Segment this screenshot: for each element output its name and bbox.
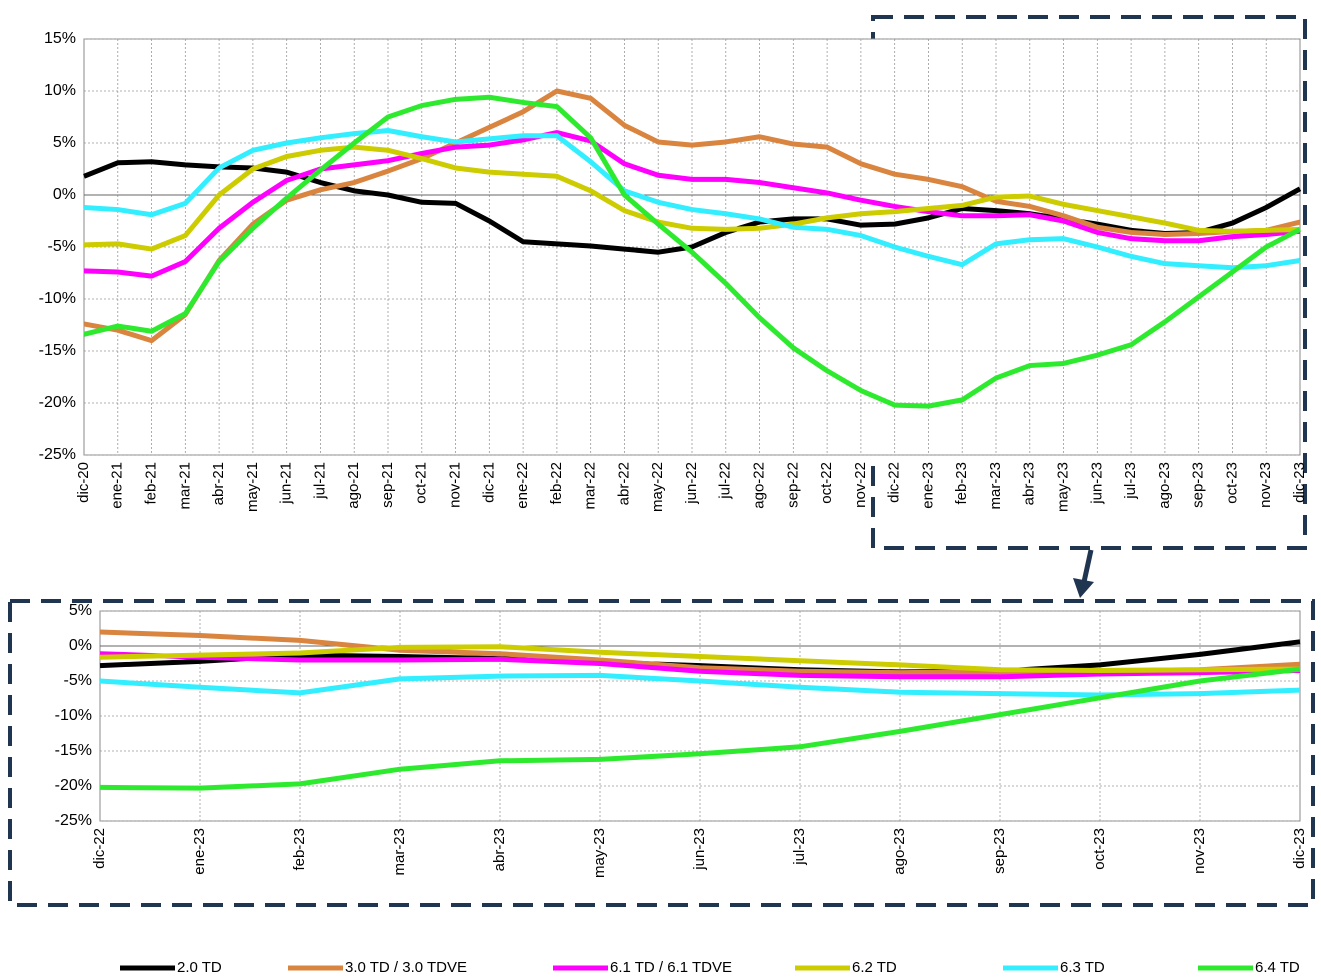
x-tick-label: mar-22 xyxy=(582,462,599,510)
legend-label: 3.0 TD / 3.0 TDVE xyxy=(345,959,467,976)
x-tick-label: may-23 xyxy=(591,828,608,878)
x-tick-label: nov-21 xyxy=(447,462,464,508)
y-tick-label: 0% xyxy=(69,637,92,654)
x-tick-label: nov-22 xyxy=(852,462,869,508)
series-line xyxy=(99,666,1301,791)
x-tick-label: ene-21 xyxy=(109,462,126,509)
x-tick-label: dic-23 xyxy=(1291,462,1308,503)
legend-label: 6.1 TD / 6.1 TDVE xyxy=(610,959,732,976)
series-line xyxy=(83,128,1301,271)
series-line xyxy=(83,159,1302,255)
arrow-head xyxy=(1073,578,1094,598)
y-tick-label: -15% xyxy=(55,742,92,759)
zoom-frame xyxy=(8,599,1315,907)
x-tick-label: may-23 xyxy=(1055,462,1072,512)
x-tick-label: jul-22 xyxy=(717,462,734,500)
x-tick-label: abr-21 xyxy=(210,462,227,505)
x-tick-label: jul-23 xyxy=(1122,462,1139,500)
x-tick-label: mar-23 xyxy=(987,462,1004,510)
x-tick-label: may-22 xyxy=(649,462,666,512)
x-tick-label: oct-23 xyxy=(1223,462,1240,504)
y-tick-label: 5% xyxy=(69,602,92,619)
y-tick-label: -25% xyxy=(39,446,76,463)
x-tick-label: sep-23 xyxy=(991,828,1008,874)
x-tick-label: ago-21 xyxy=(345,462,362,509)
x-tick-label: abr-23 xyxy=(491,828,508,871)
series-line xyxy=(83,144,1301,252)
y-tick-label: 10% xyxy=(44,82,76,99)
x-tick-label: jun-23 xyxy=(1088,462,1105,505)
series-line xyxy=(99,644,1301,673)
series-line xyxy=(99,651,1301,680)
legend-label: 2.0 TD xyxy=(177,959,222,976)
y-tick-label: -10% xyxy=(39,290,76,307)
arrow xyxy=(1081,549,1094,583)
x-tick-label: ago-23 xyxy=(891,828,908,875)
x-tick-label: ago-23 xyxy=(1156,462,1173,509)
y-tick-label: 15% xyxy=(44,30,76,47)
x-tick-label: feb-23 xyxy=(291,828,308,871)
x-tick-label: abr-23 xyxy=(1021,462,1038,505)
x-tick-label: dic-22 xyxy=(91,828,108,869)
x-tick-label: dic-21 xyxy=(480,462,497,503)
x-tick-label: mar-21 xyxy=(176,462,193,510)
y-tick-label: 0% xyxy=(53,186,76,203)
x-tick-label: feb-23 xyxy=(953,462,970,505)
x-tick-label: ene-23 xyxy=(191,828,208,875)
x-tick-label: oct-22 xyxy=(818,462,835,504)
x-tick-label: dic-22 xyxy=(886,462,903,503)
x-tick-label: nov-23 xyxy=(1191,828,1208,874)
y-tick-label: -5% xyxy=(64,672,92,689)
x-tick-label: dic-23 xyxy=(1291,828,1308,869)
x-tick-label: jun-23 xyxy=(691,828,708,871)
y-tick-label: -10% xyxy=(55,707,92,724)
x-tick-label: sep-21 xyxy=(379,462,396,508)
y-tick-label: -25% xyxy=(55,812,92,829)
x-tick-label: sep-23 xyxy=(1190,462,1207,508)
x-tick-label: ene-23 xyxy=(919,462,936,509)
x-tick-label: ago-22 xyxy=(751,462,768,509)
x-tick-label: feb-22 xyxy=(548,462,565,505)
x-tick-label: dic-20 xyxy=(75,462,92,503)
series-line xyxy=(99,672,1301,698)
x-tick-label: sep-22 xyxy=(784,462,801,508)
x-tick-label: ene-22 xyxy=(514,462,531,509)
x-tick-label: jun-21 xyxy=(278,462,295,505)
legend-label: 6.3 TD xyxy=(1060,959,1105,976)
x-tick-label: may-21 xyxy=(244,462,261,512)
x-tick-label: jul-21 xyxy=(311,462,328,500)
x-tick-label: nov-23 xyxy=(1257,462,1274,508)
series-line xyxy=(83,130,1301,279)
x-tick-label: abr-22 xyxy=(615,462,632,505)
legend-label: 6.2 TD xyxy=(852,959,897,976)
series-line xyxy=(83,94,1302,409)
x-tick-label: oct-21 xyxy=(413,462,430,504)
x-tick-label: feb-21 xyxy=(143,462,160,505)
x-tick-label: jul-23 xyxy=(791,828,808,866)
y-tick-label: -15% xyxy=(39,342,76,359)
x-tick-label: oct-23 xyxy=(1091,828,1108,870)
y-tick-label: -5% xyxy=(48,238,76,255)
y-tick-label: -20% xyxy=(39,394,76,411)
legend-label: 6.4 TD xyxy=(1255,959,1300,976)
x-tick-label: jun-22 xyxy=(683,462,700,505)
x-tick-label: mar-23 xyxy=(391,828,408,876)
y-tick-label: -20% xyxy=(55,777,92,794)
y-tick-label: 5% xyxy=(53,134,76,151)
